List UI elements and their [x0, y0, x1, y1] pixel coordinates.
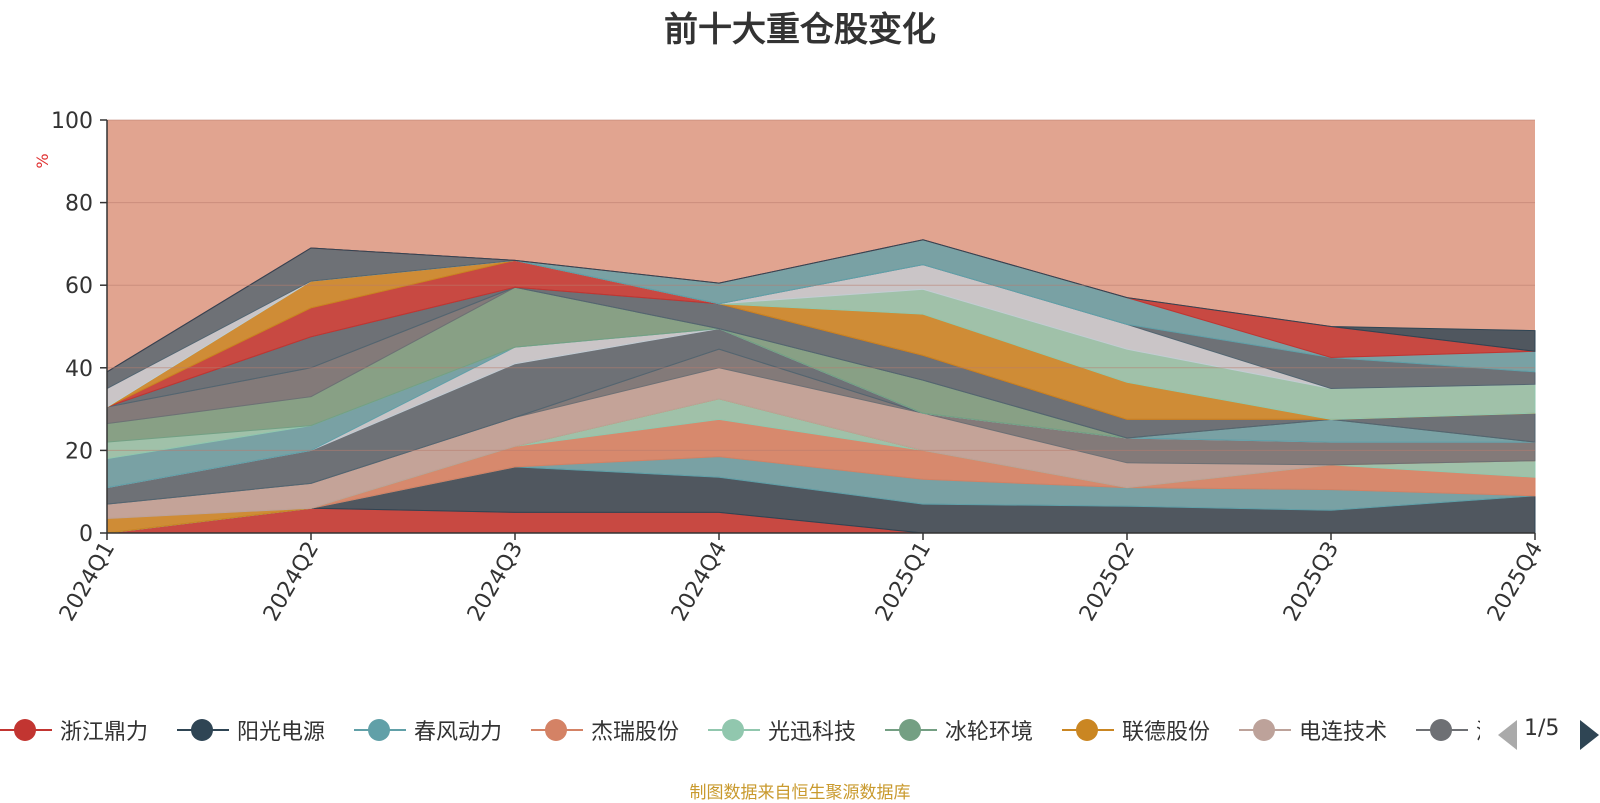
legend-label: 阳光电源	[237, 720, 326, 745]
y-tick-label: 0	[79, 522, 93, 547]
chart-plot: 0 20 40 60 80 100 2024Q1 2024Q2 2024Q3 2024Q4 2025…	[33, 109, 1548, 626]
x-tick-label: 2024Q2	[259, 538, 324, 626]
y-axis-label: %	[33, 153, 52, 168]
legend-item[interactable]: 阳光电源	[177, 712, 325, 748]
legend-item[interactable]: 深	[1416, 712, 1480, 748]
legend: 浙江鼎力 阳光电源 春风动力 杰瑞股份 光迅科技 冰轮环境 联德股份 电连技术 深	[0, 712, 1480, 748]
x-tick-label: 2025Q3	[1279, 538, 1344, 626]
x-tick-label: 2025Q4	[1483, 538, 1548, 626]
x-tick-label: 2025Q1	[871, 538, 936, 626]
area-series-25[interactable]	[106, 239, 1536, 373]
legend-next-page-icon[interactable]	[1580, 720, 1599, 750]
legend-item[interactable]: 春风动力	[354, 712, 502, 748]
legend-label: 冰轮环境	[945, 720, 1034, 745]
legend-label: 光迅科技	[768, 720, 857, 745]
legend-marker-icon	[354, 712, 406, 748]
legend-marker-icon	[177, 712, 229, 748]
legend-item[interactable]: 电连技术	[1239, 712, 1387, 748]
legend-label: 春风动力	[414, 720, 503, 745]
x-tick-label: 2024Q3	[463, 538, 528, 626]
legend-label: 杰瑞股份	[591, 720, 680, 745]
legend-marker-icon	[1416, 712, 1468, 748]
legend-item[interactable]: 冰轮环境	[885, 712, 1033, 748]
x-tick-label: 2025Q2	[1075, 538, 1140, 626]
legend-item[interactable]: 联德股份	[1062, 712, 1210, 748]
y-tick-label: 60	[65, 274, 93, 299]
legend-page-indicator: 1/5	[1524, 716, 1560, 741]
legend-marker-icon	[531, 712, 583, 748]
legend-marker-icon	[1239, 712, 1291, 748]
legend-item[interactable]: 杰瑞股份	[531, 712, 679, 748]
y-tick-label: 20	[65, 439, 93, 464]
legend-item[interactable]: 光迅科技	[708, 712, 856, 748]
legend-label: 深	[1476, 714, 1480, 746]
legend-label: 联德股份	[1122, 720, 1211, 745]
legend-marker-icon	[0, 712, 52, 748]
chart-title: 前十大重仓股变化	[664, 10, 936, 50]
legend-label: 浙江鼎力	[60, 720, 149, 745]
x-tick-label: 2024Q4	[667, 538, 732, 626]
legend-marker-icon	[708, 712, 760, 748]
legend-label: 电连技术	[1299, 720, 1388, 745]
source-note: 制图数据来自恒生聚源数据库	[689, 783, 911, 803]
y-tick-label: 40	[65, 357, 93, 382]
y-tick-label: 80	[65, 192, 93, 217]
x-tick-label: 2024Q1	[55, 538, 120, 626]
legend-marker-icon	[885, 712, 937, 748]
legend-prev-page-icon[interactable]	[1498, 720, 1517, 750]
legend-pager: 1/5	[1498, 716, 1600, 754]
y-tick-label: 100	[51, 109, 93, 134]
legend-marker-icon	[1062, 712, 1114, 748]
legend-item[interactable]: 浙江鼎力	[0, 712, 148, 748]
